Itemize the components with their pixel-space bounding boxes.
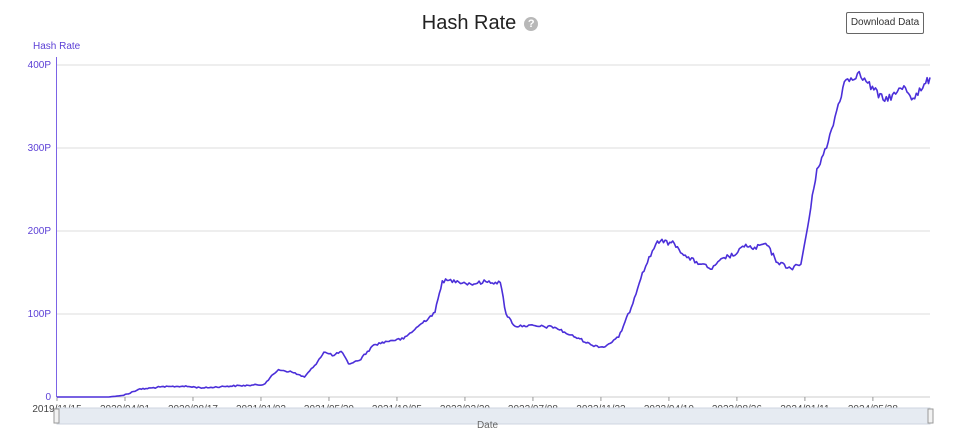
y-tick-label: 200P bbox=[28, 226, 52, 237]
series-layer bbox=[57, 70, 931, 398]
chart-title-wrap: Hash Rate? bbox=[0, 12, 960, 35]
y-tick-label: 0 bbox=[45, 392, 51, 403]
x-axis-label: Date bbox=[477, 420, 499, 431]
question-circle-icon[interactable]: ? bbox=[524, 16, 539, 31]
y-axis-label: Hash Rate bbox=[33, 41, 81, 52]
y-tick-label: 400P bbox=[28, 60, 52, 71]
download-data-button[interactable]: Download Data bbox=[846, 12, 924, 34]
navigator-right-handle[interactable] bbox=[927, 408, 934, 424]
date-range-navigator[interactable]: Date bbox=[53, 407, 934, 431]
grid-lines bbox=[56, 57, 930, 398]
y-tick-labels: 0 100P 200P 300P 400P bbox=[28, 60, 52, 403]
y-tick-label: 100P bbox=[28, 309, 52, 320]
y-tick-label: 300P bbox=[28, 143, 52, 154]
navigator-left-handle[interactable] bbox=[53, 408, 60, 424]
series-line-hash-rate bbox=[57, 70, 931, 398]
chart-title: Hash Rate bbox=[421, 12, 517, 34]
